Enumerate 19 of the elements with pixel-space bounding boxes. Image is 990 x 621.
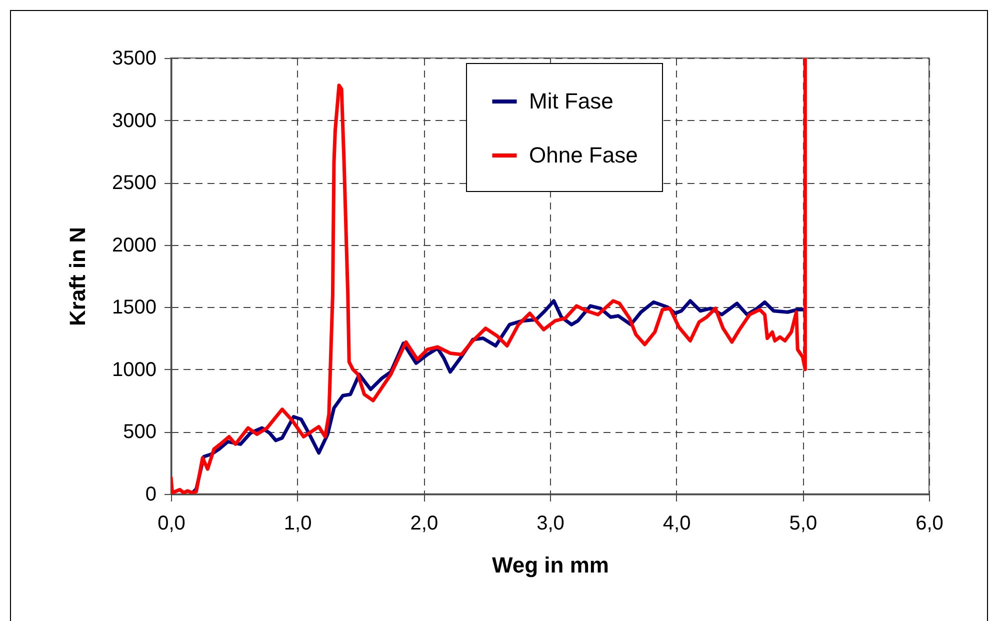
x-tick-label: 0,0 <box>158 512 186 534</box>
x-tick-label: 5,0 <box>789 512 818 534</box>
y-axis-title: Kraft in N <box>65 227 90 326</box>
x-tick-label: 4,0 <box>662 512 691 534</box>
legend-label: Ohne Fase <box>529 142 638 168</box>
legend-label: Mit Fase <box>529 88 614 114</box>
x-tick-label: 1,0 <box>284 512 312 534</box>
y-tick-label: 2000 <box>112 234 156 256</box>
y-tick-label: 3500 <box>112 48 156 70</box>
y-tick-label: 500 <box>123 421 156 444</box>
x-axis-title: Weg in mm <box>492 552 609 578</box>
y-tick-label: 2500 <box>112 172 156 194</box>
y-tick-label: 1500 <box>112 296 156 319</box>
x-tick-label: 3,0 <box>536 512 564 534</box>
y-tick-label: 0 <box>145 484 156 506</box>
y-tick-label: 3000 <box>112 110 156 132</box>
y-tick-label: 1000 <box>112 358 156 381</box>
x-tick-label: 6,0 <box>916 512 944 534</box>
x-tick-label: 2,0 <box>410 512 438 534</box>
